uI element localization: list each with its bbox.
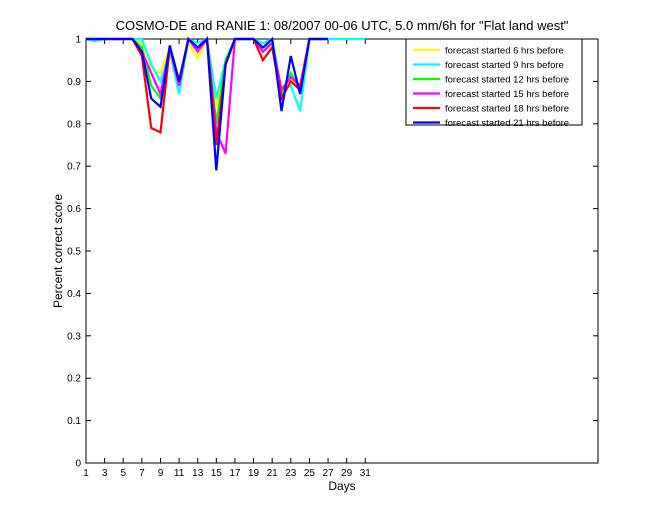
legend-label: forecast started 6 hrs before <box>445 46 564 57</box>
legend-label: forecast started 21 hrs before <box>445 118 569 129</box>
y-tick-label: 0.5 <box>67 247 81 258</box>
x-tick-label: 7 <box>139 468 145 479</box>
x-tick-label: 9 <box>158 468 164 479</box>
legend-label: forecast started 12 hrs before <box>445 75 569 86</box>
x-tick-label: 17 <box>229 468 241 479</box>
y-tick-label: 0 <box>75 459 81 470</box>
x-tick-label: 27 <box>322 468 334 479</box>
y-tick-label: 0.9 <box>67 77 81 88</box>
x-tick-label: 15 <box>211 468 223 479</box>
legend-label: forecast started 9 hrs before <box>445 60 564 71</box>
x-tick-label: 11 <box>174 468 185 479</box>
y-tick-label: 0.7 <box>67 162 81 173</box>
chart-title: COSMO-DE and RANIE 1: 08/2007 00-06 UTC,… <box>116 18 569 33</box>
x-axis-label: Days <box>328 479 355 493</box>
x-tick-label: 5 <box>120 468 126 479</box>
y-tick-label: 0.6 <box>67 204 81 215</box>
legend-box <box>405 38 583 126</box>
y-tick-label: 1 <box>75 35 81 46</box>
y-axis-label: Percent correct score <box>51 194 65 308</box>
y-tick-label: 0.3 <box>67 331 81 342</box>
x-tick-label: 13 <box>192 468 204 479</box>
y-axis: 0 0.1 0.2 0.3 0.4 0.5 0.6 0.7 0.8 0.9 1 <box>67 35 598 470</box>
x-tick-label: 21 <box>267 468 279 479</box>
legend-label: forecast started 15 hrs before <box>445 89 569 100</box>
y-tick-label: 0.2 <box>67 374 81 385</box>
x-tick-label: 1 <box>83 468 89 479</box>
series-group <box>85 35 366 171</box>
x-tick-label: 25 <box>304 468 316 479</box>
x-tick-label: 3 <box>102 468 108 479</box>
y-tick-label: 0.1 <box>67 416 81 427</box>
y-tick-label: 0.8 <box>67 119 81 130</box>
x-tick-label: 31 <box>360 468 372 479</box>
legend-label: forecast started 18 hrs before <box>445 104 569 115</box>
series-line-6 <box>86 36 328 171</box>
x-tick-label: 29 <box>341 468 353 479</box>
y-tick-label: 0.4 <box>67 289 81 300</box>
x-tick-label: 19 <box>248 468 260 479</box>
x-tick-label: 23 <box>285 468 297 479</box>
legend: forecast started 6 hrs before forecast st… <box>405 38 583 129</box>
